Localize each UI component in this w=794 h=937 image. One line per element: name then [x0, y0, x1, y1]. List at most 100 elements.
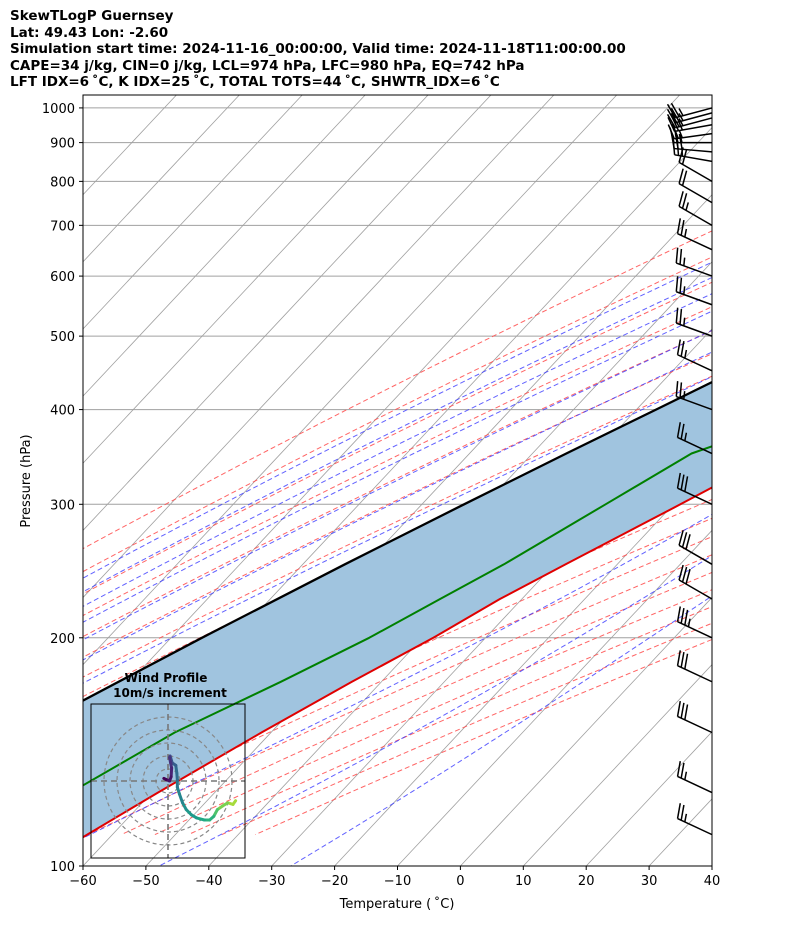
barb-half-feather — [684, 813, 688, 823]
x-tick-label: −30 — [258, 874, 285, 889]
isotherm-line — [585, 731, 712, 866]
wind-barb — [676, 803, 713, 836]
wind-barb — [678, 147, 713, 183]
moist-adiabat — [83, 513, 712, 839]
barb-feather — [675, 276, 679, 292]
y-tick-label: 800 — [50, 175, 75, 190]
wind-barb — [676, 650, 713, 683]
barb-feather — [666, 113, 676, 129]
station-title: SkewTLogP Guernsey — [10, 8, 174, 24]
barb-feather — [678, 530, 684, 546]
x-tick-label: 40 — [704, 874, 721, 889]
isotherm-line — [83, 95, 303, 330]
barb-feather — [681, 149, 688, 165]
barb-feather — [670, 107, 680, 123]
y-tick-label: 100 — [50, 860, 75, 875]
y-tick-label: 500 — [50, 330, 75, 345]
barb-feather — [680, 702, 685, 719]
barb-feather — [684, 609, 689, 626]
barb-feather — [676, 422, 682, 438]
barb-staff — [678, 182, 713, 204]
barb-half-feather — [687, 618, 691, 627]
barb-staff — [678, 579, 713, 600]
wind-barb — [675, 307, 713, 337]
x-tick-label: −40 — [195, 874, 222, 889]
isotherm-line — [83, 95, 680, 733]
barb-half-feather — [684, 349, 688, 359]
barb-feather — [680, 762, 685, 779]
hodograph-frame — [90, 703, 246, 859]
barb-staff — [676, 395, 713, 411]
dry-adiabat — [83, 536, 712, 822]
dry-adiabat — [83, 375, 712, 678]
barb-feather — [676, 701, 682, 717]
barb-staff — [677, 665, 713, 683]
barb-feather — [680, 423, 685, 440]
wind-barb — [678, 530, 713, 565]
barb-half-feather — [678, 129, 683, 139]
y-tick-label: 200 — [50, 632, 75, 647]
isotherm-line — [397, 529, 712, 866]
barb-feather — [676, 803, 682, 819]
wind-barb — [675, 247, 713, 277]
barb-half-feather — [683, 391, 686, 400]
isotherm-line — [83, 95, 240, 263]
wind-barbs — [666, 102, 713, 836]
barb-feather — [675, 381, 679, 397]
x-tick-label: −60 — [69, 874, 96, 889]
wind-barb — [676, 339, 713, 372]
sounding-profiles — [83, 380, 712, 839]
barb-feather — [676, 472, 682, 489]
x-tick-label: 0 — [456, 874, 464, 889]
isotherm-line — [83, 95, 492, 531]
barb-feather — [684, 653, 689, 670]
barb-feather — [667, 117, 676, 132]
barb-staff — [677, 233, 713, 251]
barb-staff — [678, 205, 713, 226]
barb-feather — [672, 139, 676, 155]
barb-staff — [677, 775, 713, 794]
barb-staff — [674, 124, 713, 133]
y-tick-label: 700 — [50, 219, 75, 234]
barb-feather — [676, 606, 682, 622]
barb-feather — [680, 219, 685, 236]
wind-barb — [678, 168, 713, 204]
wind-barb — [678, 191, 713, 226]
x-tick-label: −20 — [321, 874, 348, 889]
x-tick-label: 20 — [578, 874, 595, 889]
hodograph-trace-segment — [177, 792, 185, 805]
barb-feather — [670, 102, 680, 118]
instability-indices: CAPE=34 j/kg, CIN=0 j/kg, LCL=974 hPa, L… — [10, 57, 525, 74]
hodograph-subtitle: 10m/s increment — [113, 686, 227, 700]
y-tick-label: 1000 — [42, 102, 75, 117]
cape-shading — [83, 382, 712, 838]
wind-barb — [676, 472, 713, 505]
dry-adiabat — [83, 517, 712, 805]
y-tick-label: 900 — [50, 137, 75, 152]
barb-feather — [678, 168, 684, 184]
x-tick-label: −10 — [384, 874, 411, 889]
barb-feather — [670, 112, 680, 128]
barb-feather — [684, 704, 689, 720]
barb-feather — [685, 534, 691, 550]
isotherm-line — [83, 95, 366, 397]
barb-feather — [684, 476, 689, 492]
barb-half-feather — [685, 202, 690, 211]
y-tick-label: 300 — [50, 498, 75, 513]
barb-feather — [680, 341, 685, 357]
barb-feather — [678, 564, 684, 581]
barb-staff — [678, 544, 713, 565]
dry-adiabat — [83, 256, 712, 573]
simulation-times: Simulation start time: 2024-11-16_00:00:… — [10, 41, 626, 57]
x-tick-label: 30 — [641, 874, 658, 889]
stability-indices: LFT IDX=6 ˚C, K IDX=25 ˚C, TOTAL TOTS=44… — [10, 74, 500, 90]
barb-feather — [666, 103, 676, 119]
moist-adiabat — [83, 293, 712, 607]
barb-half-feather — [684, 432, 688, 442]
barb-staff — [676, 291, 713, 306]
barb-feather — [676, 650, 682, 666]
barb-staff — [674, 147, 713, 153]
barb-half-feather — [684, 228, 688, 238]
wind-barb — [667, 116, 713, 133]
barb-feather — [681, 170, 688, 186]
